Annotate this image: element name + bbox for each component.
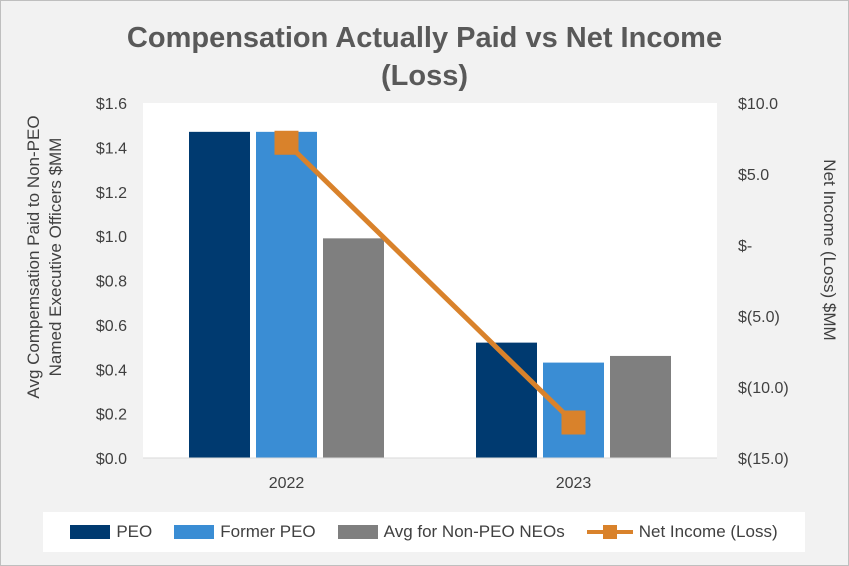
legend-label-peo: PEO bbox=[116, 522, 153, 541]
legend-swatch-former-peo bbox=[174, 525, 215, 539]
line-net-income bbox=[284, 140, 576, 425]
left-tick-label: $1.0 bbox=[96, 229, 127, 246]
bar-avg-for-non-peo-neos-2023 bbox=[610, 355, 671, 458]
left-tick-label: $0.4 bbox=[96, 362, 127, 379]
x-tick-label: 2023 bbox=[556, 475, 592, 492]
bar-peo-2023 bbox=[476, 342, 537, 458]
left-tick-label: $1.6 bbox=[96, 96, 127, 113]
chart-title-line-1: Compensation Actually Paid vs Net Income bbox=[126, 22, 723, 54]
legend-label-non-peo-neos: Avg for Non-PEO NEOs bbox=[383, 522, 565, 541]
legend-line-marker-net-income bbox=[586, 525, 633, 539]
left-tick-label: $1.2 bbox=[96, 185, 127, 202]
legend-swatch-non-peo-neos bbox=[337, 525, 378, 539]
legend-swatch-peo bbox=[70, 525, 111, 539]
left-tick-label: $0.2 bbox=[96, 407, 127, 424]
legend-item-net-income: Net Income (Loss) bbox=[586, 522, 778, 542]
right-tick-label: $(5.0) bbox=[738, 309, 780, 326]
right-tick-label: $10.0 bbox=[738, 96, 778, 113]
right-tick-label: $(15.0) bbox=[738, 451, 789, 468]
marker-net-income-2023 bbox=[561, 410, 586, 435]
bar-peo-2022 bbox=[189, 131, 250, 458]
bar-former-peo-2022 bbox=[256, 131, 317, 458]
marker-net-income-2022 bbox=[274, 130, 299, 155]
right-axis-label: Net Income (Loss) $MM bbox=[820, 159, 839, 341]
legend-label-net-income: Net Income (Loss) bbox=[638, 522, 778, 541]
x-tick-label: 2022 bbox=[269, 475, 305, 492]
right-tick-label: $5.0 bbox=[738, 167, 769, 184]
legend-item-former-peo: Former PEO bbox=[174, 522, 316, 542]
chart-title-line-2: (Loss) bbox=[381, 60, 468, 92]
legend-item-peo: PEO bbox=[70, 522, 152, 542]
left-tick-label: $0.8 bbox=[96, 274, 127, 291]
left-axis-label: Avg Compemsation Paid to Non-PEO Named E… bbox=[23, 77, 67, 437]
legend: PEO Former PEO Avg for Non-PEO NEOs Net … bbox=[43, 512, 805, 552]
bar-avg-for-non-peo-neos-2022 bbox=[323, 238, 384, 458]
left-axis-label-line-2: Named Executive Officers $MM bbox=[46, 137, 65, 377]
bar-former-peo-2023 bbox=[543, 362, 604, 458]
right-tick-label: $(10.0) bbox=[738, 380, 789, 397]
left-tick-label: $1.4 bbox=[96, 140, 127, 157]
legend-label-former-peo: Former PEO bbox=[220, 522, 316, 541]
left-axis-label-line-1: Avg Compemsation Paid to Non-PEO bbox=[24, 115, 43, 399]
right-tick-label: $- bbox=[738, 238, 752, 255]
left-tick-label: $0.0 bbox=[96, 451, 127, 468]
left-tick-label: $0.6 bbox=[96, 318, 127, 335]
legend-item-non-peo-neos: Avg for Non-PEO NEOs bbox=[337, 522, 565, 542]
